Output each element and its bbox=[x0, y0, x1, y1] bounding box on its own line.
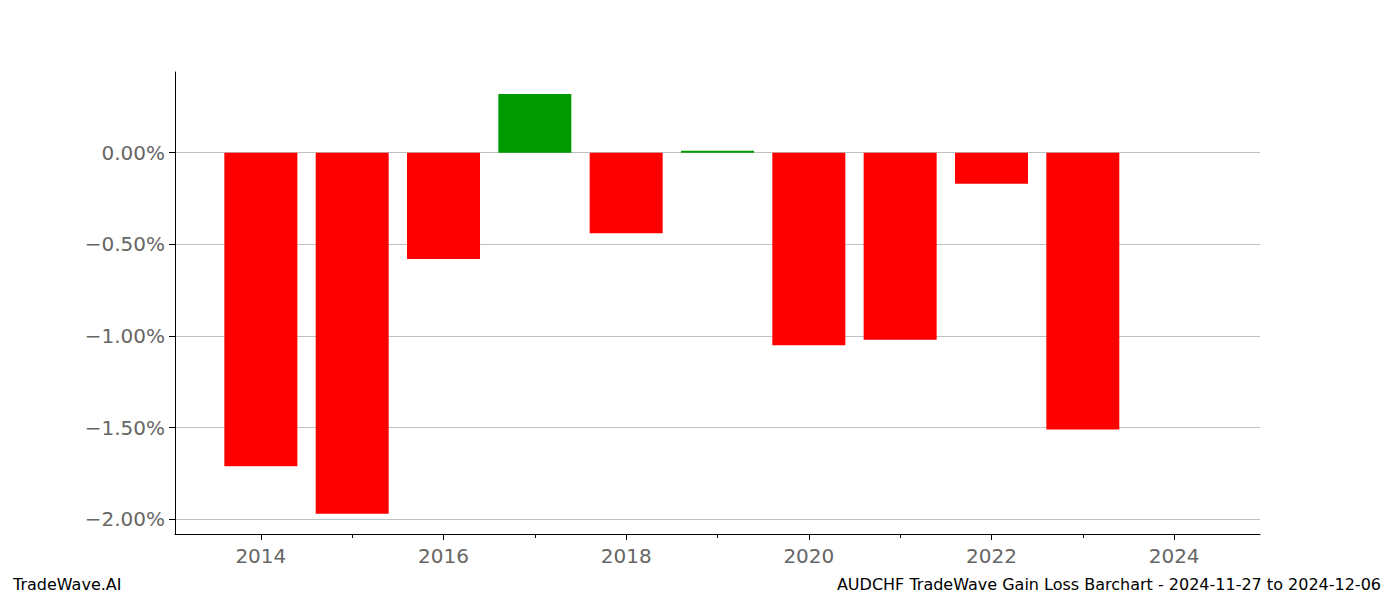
svg-text:2024: 2024 bbox=[1149, 544, 1200, 568]
svg-text:−1.50%: −1.50% bbox=[85, 416, 165, 440]
svg-text:−2.00%: −2.00% bbox=[85, 507, 165, 531]
svg-text:−1.00%: −1.00% bbox=[85, 324, 165, 348]
svg-text:AUDCHF TradeWave Gain Loss Bar: AUDCHF TradeWave Gain Loss Barchart - 20… bbox=[837, 575, 1381, 594]
svg-text:2022: 2022 bbox=[966, 544, 1017, 568]
svg-text:−0.50%: −0.50% bbox=[85, 232, 165, 256]
svg-text:0.00%: 0.00% bbox=[101, 141, 165, 165]
svg-text:2014: 2014 bbox=[235, 544, 286, 568]
svg-text:2018: 2018 bbox=[601, 544, 652, 568]
svg-text:2020: 2020 bbox=[783, 544, 834, 568]
svg-text:TradeWave.AI: TradeWave.AI bbox=[12, 575, 121, 594]
svg-text:2016: 2016 bbox=[418, 544, 469, 568]
